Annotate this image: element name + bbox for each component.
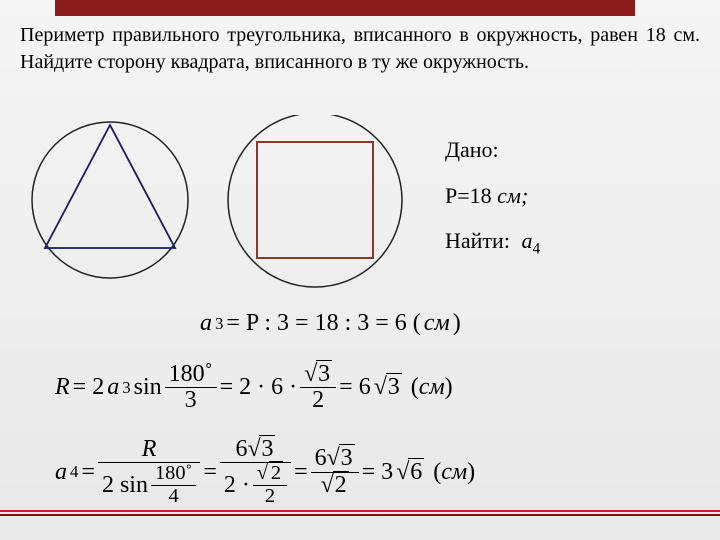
triangle-circumcircle xyxy=(32,122,188,278)
given-title: Дано: xyxy=(445,130,540,170)
f2-num2top: 3 xyxy=(300,362,336,388)
f2-den1: 3 xyxy=(165,388,217,413)
f2-eq: = 2 xyxy=(73,374,105,401)
find-label: Найти: xyxy=(445,228,510,253)
find-subscript: 4 xyxy=(532,241,540,258)
f2-den2: 2 xyxy=(300,388,336,413)
f2-R: R xyxy=(55,374,70,401)
f3-frac3: 63 2 xyxy=(311,446,359,497)
f3-num1: R xyxy=(98,437,200,463)
f1-sub: 3 xyxy=(215,314,223,334)
problem-statement: Периметр правильного треугольника, вписа… xyxy=(20,22,700,76)
f3-rhs-sqrt: 6 xyxy=(396,459,424,486)
f3-den3-rad: 2 xyxy=(333,471,349,498)
f2-rhs-pre: = 6 xyxy=(339,374,371,401)
inscribed-triangle xyxy=(45,125,175,248)
f2-rhs-sqrt: 3 xyxy=(374,374,402,401)
bottom-accent-dark xyxy=(0,514,720,516)
f3-den1-frac: 180˚ 4 xyxy=(151,463,196,507)
f2-num1: 180˚ xyxy=(165,362,217,388)
square-circumcircle xyxy=(228,115,402,287)
f3-rhs-rad: 6 xyxy=(408,458,424,485)
f3-num2-rad: 3 xyxy=(259,435,275,462)
f2-a: a xyxy=(107,374,119,401)
find-symbol: a xyxy=(521,228,532,253)
f1-a: a xyxy=(200,310,212,337)
given-p-unit: см; xyxy=(497,183,528,208)
given-perimeter: P=18 см; xyxy=(445,176,540,216)
f3-den1-num: 180˚ xyxy=(151,463,196,485)
f3-den2-numwrap: 2 xyxy=(253,463,287,485)
f3-num2-pre: 6 xyxy=(235,436,247,462)
f3-den1-den: 4 xyxy=(151,486,196,507)
f2-sin: sin xyxy=(134,374,162,401)
f3-den1: 2 sin 180˚ 4 xyxy=(98,463,200,507)
f3-mid: = xyxy=(203,459,217,486)
f2-asub: 3 xyxy=(122,378,130,398)
f2-rhs-rad: 3 xyxy=(386,373,402,400)
f2-frac2: 3 2 xyxy=(300,362,336,413)
f3-num3-pre: 6 xyxy=(315,445,327,471)
formula-a3: a3 = P : 3 = 18 : 3 = 6 (см) xyxy=(200,310,461,337)
formula-a4: a4 = R 2 sin 180˚ 4 = 63 2 · xyxy=(55,437,475,507)
f3-den2-pre: 2 · xyxy=(224,473,250,498)
f3-mid2: = xyxy=(294,459,308,486)
f3-den2-frac: 2 2 xyxy=(253,463,287,507)
f3-unit: см xyxy=(441,459,467,485)
f3-num3-rad: 3 xyxy=(339,444,355,471)
f1-unit: см xyxy=(424,310,450,337)
f3-den2-num: 2 xyxy=(269,461,283,484)
formula-R: R = 2a3 sin 180˚ 3 = 2 · 6 · 3 2 = 63 (с… xyxy=(55,362,453,413)
geometry-figures xyxy=(25,115,425,295)
f3-den1-pre: 2 sin xyxy=(102,473,148,498)
f3-den2-den: 2 xyxy=(253,486,287,507)
given-block: Дано: P=18 см; Найти: a4 xyxy=(445,130,540,269)
f2-unit-wrap: (см) xyxy=(405,374,453,401)
f3-num3: 63 xyxy=(311,446,359,472)
f1-body: = P : 3 = 18 : 3 = 6 ( xyxy=(226,310,420,337)
given-p-value: P=18 xyxy=(445,183,497,208)
f1-close: ) xyxy=(453,310,461,337)
f3-asub: 4 xyxy=(70,462,78,482)
f3-frac2: 63 2 · 2 2 xyxy=(220,437,291,507)
f3-frac1: R 2 sin 180˚ 4 xyxy=(98,437,200,507)
f2-unit: см xyxy=(419,374,445,400)
f3-rhs-pre: = 3 xyxy=(362,459,394,486)
find-row: Найти: a4 xyxy=(445,221,540,263)
f2-mid: = 2 · 6 · xyxy=(220,374,298,401)
f2-frac1: 180˚ 3 xyxy=(165,362,217,413)
f3-a: a xyxy=(55,459,67,486)
f3-num2: 63 xyxy=(220,437,291,463)
top-accent-bar xyxy=(55,0,635,16)
f2-num2: 3 xyxy=(316,360,332,387)
inscribed-square xyxy=(257,142,373,258)
bottom-accent-red xyxy=(0,510,720,512)
f3-unit-wrap: (см) xyxy=(427,459,475,486)
f3-den3: 2 xyxy=(311,473,359,498)
f3-den2: 2 · 2 2 xyxy=(220,463,291,507)
f3-eq: = xyxy=(81,459,95,486)
